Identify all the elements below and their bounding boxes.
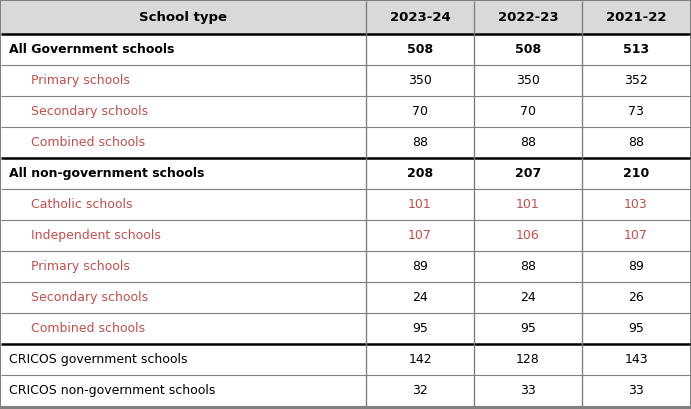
Text: Combined schools: Combined schools — [31, 136, 145, 149]
Bar — [1, 1, 690, 34]
Text: 107: 107 — [624, 229, 648, 242]
Text: 143: 143 — [624, 353, 647, 366]
Text: CRICOS government schools: CRICOS government schools — [9, 353, 187, 366]
Text: 350: 350 — [516, 74, 540, 87]
Text: 26: 26 — [628, 291, 644, 304]
Bar — [1, 34, 690, 65]
Bar — [1, 127, 690, 158]
Text: 33: 33 — [628, 384, 644, 397]
Text: 88: 88 — [520, 260, 536, 273]
Text: 208: 208 — [407, 167, 433, 180]
Text: 2023-24: 2023-24 — [390, 11, 451, 24]
Text: 352: 352 — [624, 74, 648, 87]
Text: 89: 89 — [412, 260, 428, 273]
Text: 95: 95 — [520, 322, 536, 335]
Text: 70: 70 — [520, 105, 536, 118]
Bar — [1, 251, 690, 282]
Text: All Government schools: All Government schools — [9, 43, 174, 56]
Text: 101: 101 — [408, 198, 432, 211]
Text: Primary schools: Primary schools — [31, 74, 130, 87]
Text: 103: 103 — [624, 198, 648, 211]
Bar — [1, 313, 690, 344]
Bar — [1, 65, 690, 96]
Text: 88: 88 — [412, 136, 428, 149]
Text: 513: 513 — [623, 43, 649, 56]
Text: 142: 142 — [408, 353, 432, 366]
Text: 207: 207 — [515, 167, 541, 180]
Text: 2021-22: 2021-22 — [606, 11, 666, 24]
Text: 88: 88 — [628, 136, 644, 149]
Text: 88: 88 — [520, 136, 536, 149]
Text: 24: 24 — [412, 291, 428, 304]
Text: 70: 70 — [412, 105, 428, 118]
Text: 95: 95 — [412, 322, 428, 335]
Text: School type: School type — [140, 11, 227, 24]
Text: 210: 210 — [623, 167, 649, 180]
Text: 24: 24 — [520, 291, 536, 304]
Text: Secondary schools: Secondary schools — [31, 291, 148, 304]
Text: 101: 101 — [516, 198, 540, 211]
Text: 107: 107 — [408, 229, 432, 242]
Text: 32: 32 — [412, 384, 428, 397]
Text: Secondary schools: Secondary schools — [31, 105, 148, 118]
Text: 350: 350 — [408, 74, 432, 87]
Text: 95: 95 — [628, 322, 644, 335]
Text: Combined schools: Combined schools — [31, 322, 145, 335]
Bar — [1, 220, 690, 251]
Bar — [1, 344, 690, 375]
Text: Independent schools: Independent schools — [31, 229, 161, 242]
Text: 508: 508 — [515, 43, 541, 56]
Bar — [1, 282, 690, 313]
Bar — [1, 96, 690, 127]
Text: 508: 508 — [407, 43, 433, 56]
Text: CRICOS non-government schools: CRICOS non-government schools — [9, 384, 216, 397]
Bar — [1, 375, 690, 406]
Text: 33: 33 — [520, 384, 536, 397]
Text: 106: 106 — [516, 229, 540, 242]
Text: 128: 128 — [516, 353, 540, 366]
Text: 2022-23: 2022-23 — [498, 11, 558, 24]
Text: All non-government schools: All non-government schools — [9, 167, 205, 180]
Text: 89: 89 — [628, 260, 644, 273]
Text: Catholic schools: Catholic schools — [31, 198, 133, 211]
Bar — [1, 189, 690, 220]
Text: Primary schools: Primary schools — [31, 260, 130, 273]
Bar — [1, 158, 690, 189]
Text: 73: 73 — [628, 105, 644, 118]
